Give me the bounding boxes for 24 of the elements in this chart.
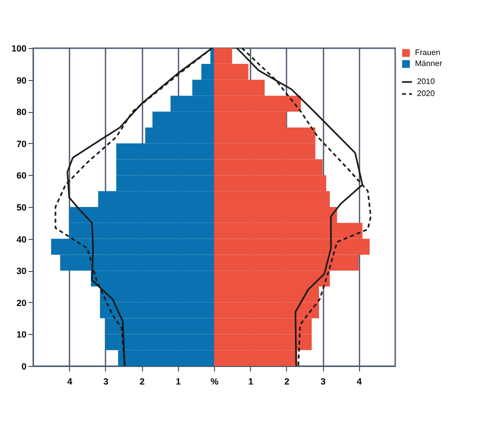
x-tick-label: 2: [284, 376, 290, 386]
y-tick-label: 80: [16, 107, 26, 118]
x-tick-label: 4: [356, 376, 362, 386]
y-tick-label: 20: [16, 298, 26, 308]
y-tick-label: 0: [21, 362, 26, 372]
legend-label: Frauen: [415, 48, 440, 57]
y-tick-label: 50: [16, 202, 26, 212]
legend-label: Männer: [415, 59, 442, 68]
x-tick-label: 2: [140, 376, 145, 386]
x-tick-label: %: [210, 376, 219, 386]
x-tick-label: 1: [248, 376, 254, 386]
y-tick-label: 60: [16, 170, 26, 181]
legend-label: 2010: [417, 77, 436, 86]
y-tick-label: 100: [11, 44, 26, 54]
x-tick-label: 4: [67, 376, 72, 386]
x-tick-label: 1: [176, 376, 181, 386]
y-tick-label: 90: [16, 75, 26, 86]
y-tick-label: 40: [16, 234, 26, 244]
legend-label: 2020: [417, 89, 436, 98]
y-tick-label: 70: [16, 138, 26, 149]
x-tick-label: 3: [103, 376, 108, 386]
y-tick-label: 10: [16, 330, 26, 340]
y-tick-label: 30: [16, 266, 26, 276]
x-tick-label: 3: [320, 376, 326, 386]
